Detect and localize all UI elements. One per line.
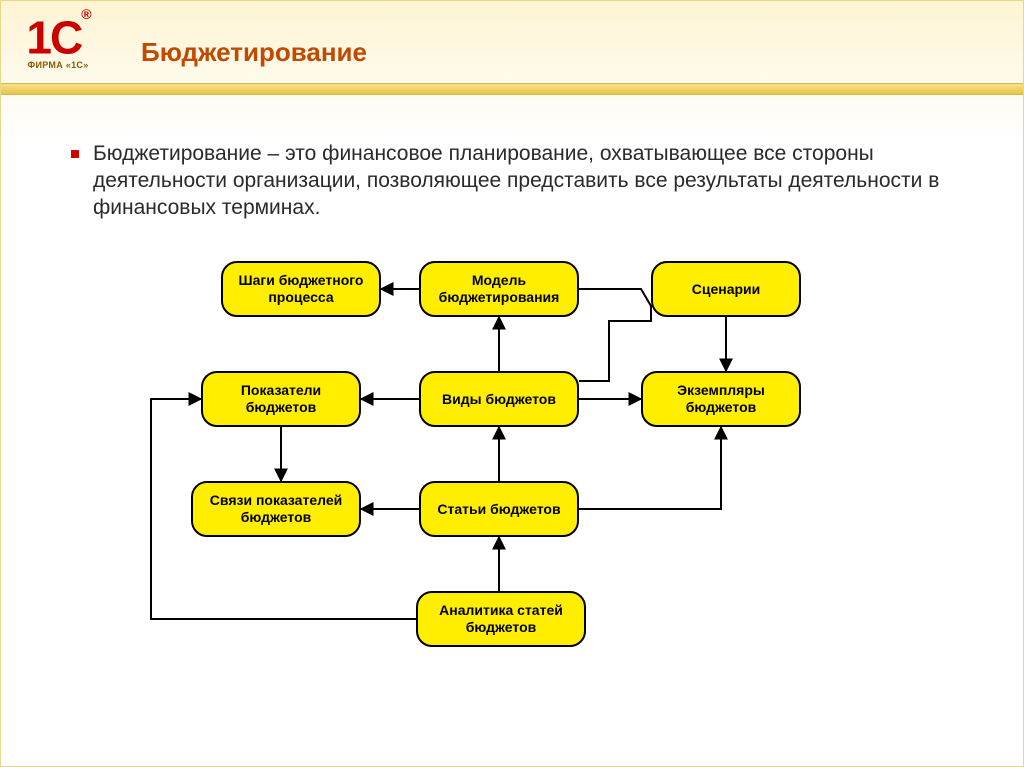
logo-reg: ® [81, 6, 89, 22]
flowchart-node-scenarios: Сценарии [651, 261, 801, 317]
paragraph: Бюджетирование – это финансовое планиров… [93, 141, 963, 222]
flowchart-node-instances: Экземплярыбюджетов [641, 371, 801, 427]
flowchart-node-types: Виды бюджетов [419, 371, 579, 427]
bullet-icon [71, 150, 79, 158]
flowchart-node-analytics: Аналитика статейбюджетов [416, 591, 586, 647]
flowchart-node-model: Модельбюджетирования [419, 261, 579, 317]
header-divider [1, 83, 1023, 95]
bullet-row: Бюджетирование – это финансовое планиров… [71, 141, 963, 222]
flowchart-edge [579, 289, 651, 381]
flowchart-node-indicators: Показателибюджетов [201, 371, 361, 427]
page-title: Бюджетирование [141, 37, 367, 68]
slide: 1C® ФИРМА «1С» Бюджетирование Бюджетиров… [0, 0, 1024, 767]
logo-mark: 1C® [15, 9, 101, 60]
flowchart-node-articles: Статьи бюджетов [419, 481, 579, 537]
logo: 1C® ФИРМА «1С» [15, 9, 101, 70]
content-area: Бюджетирование – это финансовое планиров… [71, 141, 963, 222]
flowchart-edge [579, 427, 721, 509]
logo-text: 1C [26, 11, 81, 63]
flowchart-node-links: Связи показателейбюджетов [191, 481, 361, 537]
flowchart-node-steps: Шаги бюджетногопроцесса [221, 261, 381, 317]
flowchart: Шаги бюджетногопроцесса Модельбюджетирова… [1, 261, 1024, 761]
